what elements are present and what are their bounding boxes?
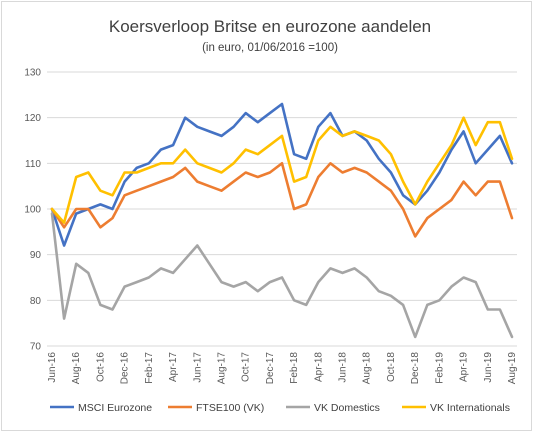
x-axis: Jun-16 Aug-16 Oct-16 Dec-16 Feb-17 Apr-17 Jun-…: [47, 352, 518, 385]
legend: MSCI Eurozone FTSE100 (VK) VK Domestics VK …: [50, 402, 510, 414]
y-tick-label: 90: [30, 250, 42, 261]
x-tick-label: Jun-19: [483, 352, 494, 383]
x-tick-label: Feb-19: [434, 352, 445, 384]
legend-label: VK Domestics: [314, 402, 380, 414]
y-tick-label: 110: [25, 159, 41, 170]
x-tick-label: Jun-17: [192, 352, 203, 383]
legend-label: FTSE100 (VK): [196, 402, 264, 414]
y-tick-label: 130: [24, 68, 41, 79]
x-tick-label: Jun-18: [338, 352, 349, 383]
x-tick-label: Jun-16: [47, 352, 58, 383]
x-tick-label: Aug-16: [71, 352, 82, 385]
x-tick-label: Feb-18: [289, 352, 300, 384]
x-tick-label: Aug-17: [216, 352, 227, 385]
y-tick-label: 80: [30, 296, 42, 307]
x-tick-label: Oct-17: [241, 352, 252, 382]
x-tick-label: Dec-17: [265, 352, 276, 385]
x-tick-label: Feb-17: [144, 352, 155, 384]
chart-subtitle: (in euro, 01/06/2016 =100): [202, 42, 338, 54]
legend-label: VK Internationals: [430, 402, 510, 414]
x-tick-label: Aug-18: [362, 352, 373, 385]
y-tick-label: 100: [24, 205, 41, 216]
y-tick-label: 70: [30, 342, 42, 353]
series-line-msci-eurozone: [50, 102, 514, 247]
x-tick-label: Apr-19: [459, 352, 470, 382]
x-tick-label: Apr-18: [313, 352, 324, 382]
x-tick-label: Dec-16: [120, 352, 131, 385]
y-axis: 70 80 90 100 110 120 130: [24, 68, 41, 353]
series-line-vk-domestics: [50, 212, 514, 339]
x-tick-label: Apr-17: [168, 352, 179, 382]
series-line-vk-internationals: [50, 116, 514, 224]
x-tick-label: Aug-19: [507, 352, 518, 385]
chart-title: Koersverloop Britse en eurozone aandelen: [109, 17, 431, 36]
x-tick-label: Dec-18: [410, 352, 421, 385]
series-line-ftse100-vk: [50, 162, 514, 238]
legend-label: MSCI Eurozone: [78, 402, 152, 414]
x-tick-label: Oct-18: [386, 352, 397, 382]
x-tick-label: Oct-16: [95, 352, 106, 382]
y-tick-label: 120: [24, 113, 41, 124]
series-lines: [50, 102, 514, 339]
